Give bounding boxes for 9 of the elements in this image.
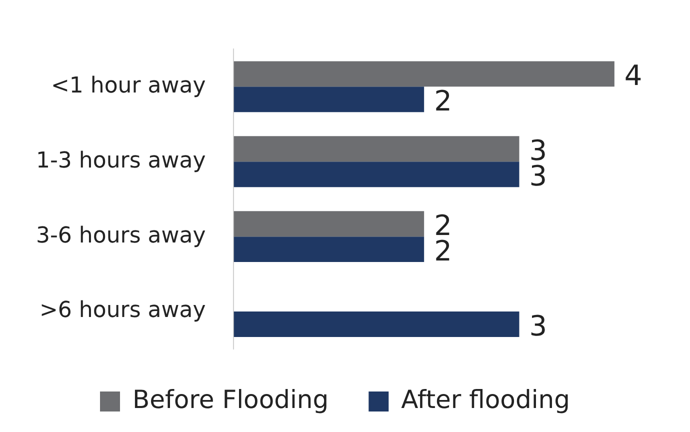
y-tick-label: 3-6 hours away: [36, 223, 206, 248]
legend-label: Before Flooding: [132, 385, 329, 414]
data-label: 3: [529, 310, 548, 343]
data-label: 2: [434, 84, 452, 118]
data-label: 4: [624, 59, 642, 92]
y-tick-label: >6 hours away: [40, 298, 206, 324]
y-tick-label: <1 hour away: [50, 73, 206, 98]
y-tick-label: 1-3 hours away: [36, 148, 206, 174]
legend-label: After flooding: [401, 385, 570, 414]
